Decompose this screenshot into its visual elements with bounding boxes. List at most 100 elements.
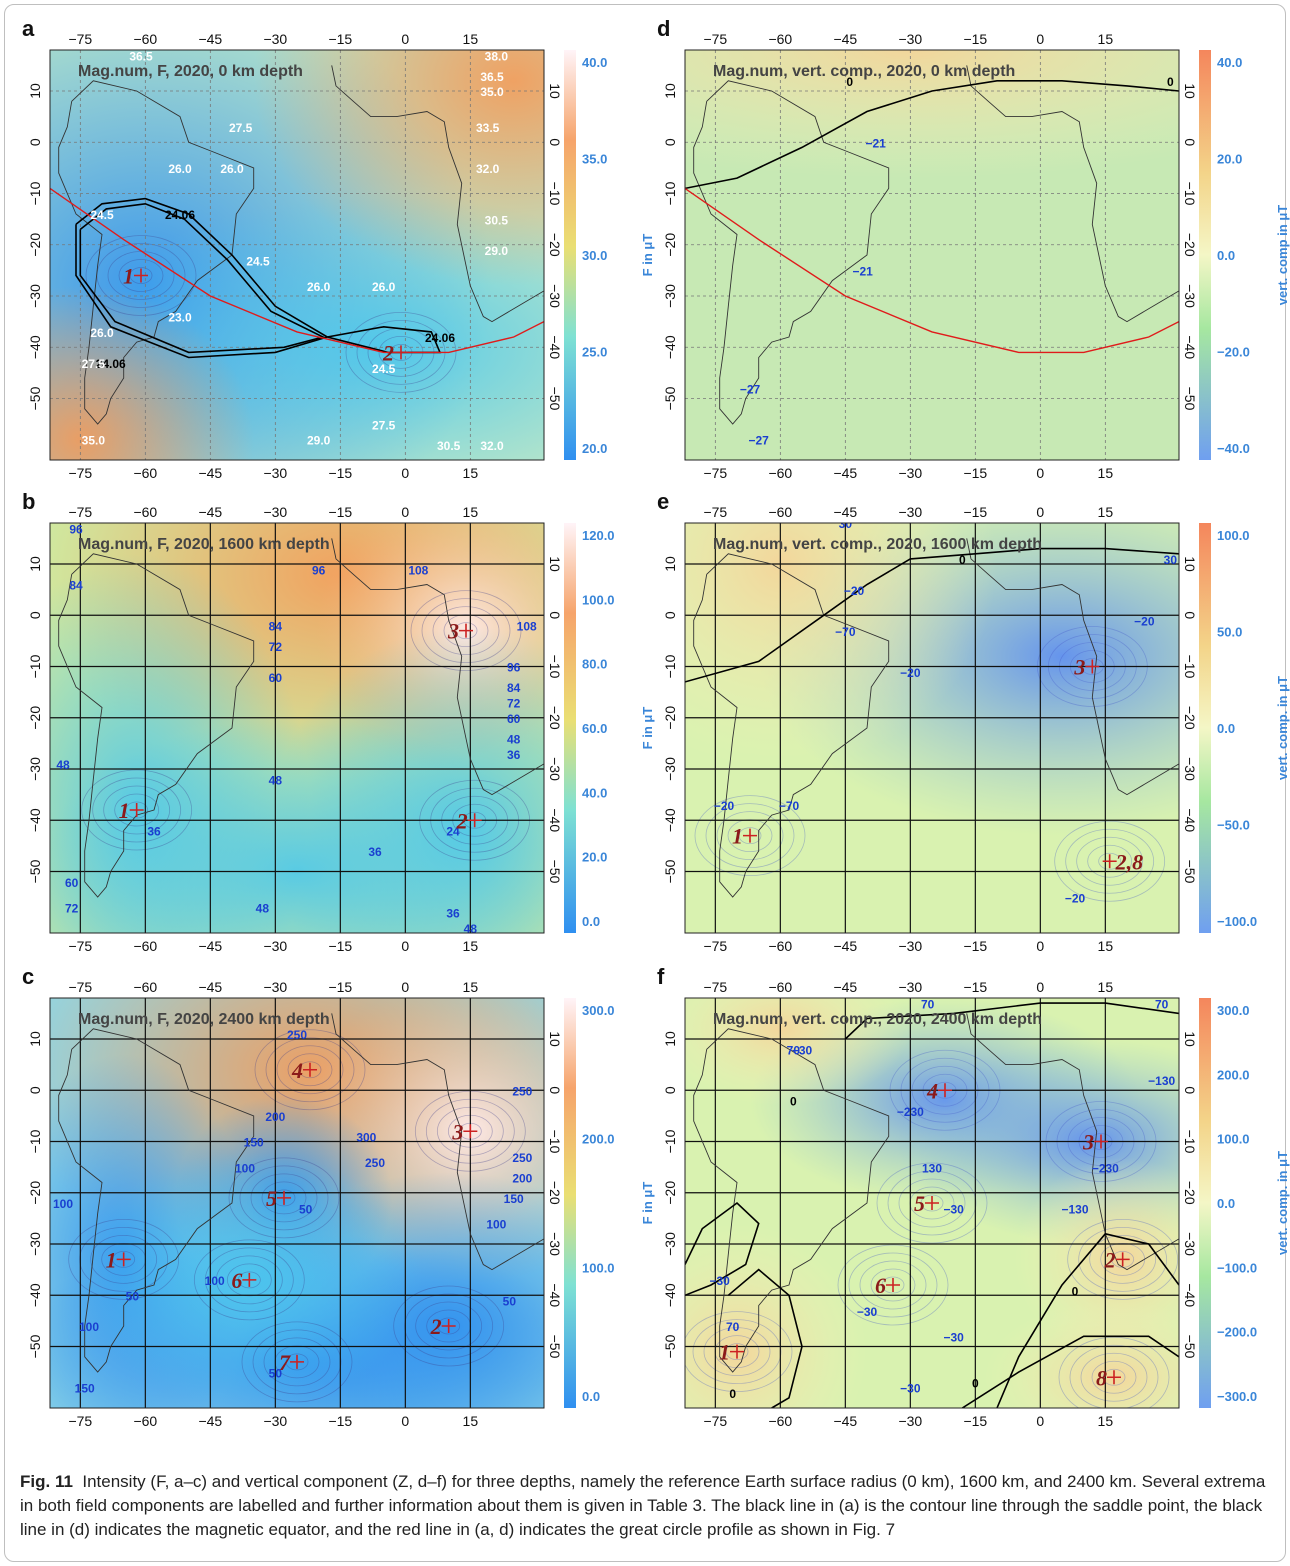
contour-label: 29.0 xyxy=(307,434,331,448)
caption-label: Fig. 11 xyxy=(20,1472,73,1491)
contour-label: 24.5 xyxy=(246,254,270,268)
lat-tick-left: −30 xyxy=(662,757,678,781)
contour-line xyxy=(90,1234,158,1284)
contour-line xyxy=(870,1268,916,1302)
colorbar-label: vert. comp in μT xyxy=(1275,205,1290,305)
contour-line xyxy=(881,1276,905,1294)
contour-label: 200 xyxy=(512,1172,532,1186)
extremum-label: 2 xyxy=(430,1314,442,1339)
contour-label: 70 xyxy=(787,1043,801,1057)
contour-line xyxy=(692,1319,782,1385)
lat-tick-right: 0 xyxy=(547,1086,563,1094)
contour-line xyxy=(415,1301,483,1351)
lon-tick-top: −30 xyxy=(263,979,287,995)
contour-label: 70 xyxy=(921,997,935,1011)
lon-tick-bottom: −75 xyxy=(68,465,92,481)
contour-line xyxy=(837,1244,949,1326)
lon-tick-top: 0 xyxy=(1036,31,1044,47)
lon-tick-bottom: 0 xyxy=(1036,938,1044,954)
lat-tick-left: −10 xyxy=(27,654,43,678)
lon-tick-bottom: −30 xyxy=(263,1413,287,1429)
contour-label: 30 xyxy=(839,517,853,531)
panel-letter: b xyxy=(22,489,35,514)
contour-label: 26.0 xyxy=(372,280,396,294)
lat-tick-right: 0 xyxy=(1182,138,1198,146)
map-border xyxy=(49,49,545,461)
extremum-label: 1 xyxy=(106,1247,117,1272)
contour-label: 70 xyxy=(726,1320,740,1334)
lon-tick-top: −45 xyxy=(198,504,222,520)
contour-label: 48 xyxy=(269,773,283,787)
contour-label: 26.0 xyxy=(307,280,331,294)
lat-tick-right: −30 xyxy=(1182,284,1198,308)
lon-tick-bottom: −60 xyxy=(133,465,157,481)
contour-label: 84 xyxy=(507,681,521,695)
lon-tick-top: 0 xyxy=(1036,504,1044,520)
contour-line xyxy=(298,1061,322,1079)
contour-label: 27.5 xyxy=(372,418,396,432)
lat-tick-right: −40 xyxy=(547,335,563,359)
lon-tick-top: 15 xyxy=(1098,979,1114,995)
contour-line xyxy=(118,259,164,292)
extremum-marker xyxy=(1085,659,1100,674)
contour-label: 24.5 xyxy=(90,208,114,222)
lat-tick-left: 0 xyxy=(27,138,43,146)
lon-tick-bottom: −15 xyxy=(963,1413,987,1429)
lon-tick-bottom: −75 xyxy=(703,465,727,481)
colorbar-tick: 0.0 xyxy=(1217,1196,1235,1211)
panel-letter: c xyxy=(22,964,34,989)
lat-tick-left: 10 xyxy=(662,1031,678,1047)
lon-tick-bottom: −45 xyxy=(198,465,222,481)
extremum-marker xyxy=(743,828,757,843)
contour-line xyxy=(1058,1336,1170,1408)
contour-label: −30 xyxy=(900,1382,921,1396)
panel-title: Mag.num, vert. comp., 2020, 1600 km dept… xyxy=(713,536,1042,553)
contour-label: 150 xyxy=(75,1382,95,1396)
lat-tick-right: −20 xyxy=(1182,233,1198,257)
colorbar xyxy=(1199,523,1211,933)
colorbar-tick: 35.0 xyxy=(582,152,607,167)
lon-tick-bottom: −45 xyxy=(198,1413,222,1429)
contour-line xyxy=(859,1260,927,1310)
lat-tick-left: 0 xyxy=(662,138,678,146)
colorbar-tick: 80.0 xyxy=(582,657,607,672)
lon-tick-top: −75 xyxy=(703,504,727,520)
contour-line xyxy=(92,777,182,843)
field-shading xyxy=(253,50,544,286)
lon-tick-bottom: −60 xyxy=(133,1413,157,1429)
extremum-label: 1 xyxy=(732,824,743,849)
colorbar-tick: 20.0 xyxy=(582,850,607,865)
lat-tick-right: 10 xyxy=(1182,83,1198,99)
extremum-marker xyxy=(1094,1134,1108,1149)
lon-tick-top: 15 xyxy=(1098,31,1114,47)
field-shading xyxy=(685,998,911,1106)
extremum-marker xyxy=(134,268,148,283)
map-border xyxy=(684,997,1180,1409)
contour-label: 100 xyxy=(486,1218,506,1232)
colorbar-tick: 50.0 xyxy=(1217,625,1242,640)
contour-line xyxy=(694,795,806,877)
lon-tick-bottom: −75 xyxy=(68,1413,92,1429)
extremum-marker xyxy=(129,803,144,817)
extremum-label: 2 xyxy=(382,340,394,365)
colorbar-tick: 300.0 xyxy=(1217,1003,1250,1018)
lat-tick-left: −10 xyxy=(662,654,678,678)
lat-tick-right: 10 xyxy=(1182,556,1198,572)
colorbar-tick: −300.0 xyxy=(1217,1389,1257,1404)
panel-f: 70 70−30−130−230−230−130−30130−30−30−3000… xyxy=(657,964,1290,1429)
contour-label: 150 xyxy=(244,1136,264,1150)
extremum-label: 2 xyxy=(456,808,468,833)
lat-tick-left: −20 xyxy=(662,706,678,730)
contour-label: 72 xyxy=(269,640,283,654)
contour-line xyxy=(237,1271,261,1289)
lon-tick-top: 0 xyxy=(401,504,409,520)
extremum-marker xyxy=(394,345,408,360)
contour-line xyxy=(1098,852,1122,870)
contour-line xyxy=(241,1321,353,1403)
contour-label: −30 xyxy=(943,1330,964,1344)
lat-tick-left: −50 xyxy=(662,1334,678,1358)
lon-tick-bottom: −45 xyxy=(833,938,857,954)
panel-title: Mag.num, F, 2020, 0 km depth xyxy=(78,63,303,80)
contour-line xyxy=(393,1285,505,1367)
lat-tick-left: 0 xyxy=(662,1086,678,1094)
